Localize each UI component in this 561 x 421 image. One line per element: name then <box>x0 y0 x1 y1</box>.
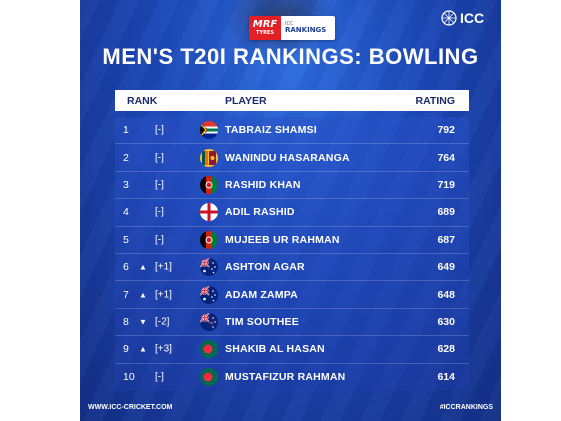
bangladesh-flag-icon <box>200 340 218 359</box>
player-name[interactable]: WANINDU HASARANGA <box>225 151 350 164</box>
rating-cell: 628 <box>437 343 455 356</box>
australia-flag-icon <box>200 285 218 304</box>
table-row: 4 [-] ADIL RASHID 689 <box>115 199 469 227</box>
player-name[interactable]: MUSTAFIZUR RAHMAN <box>225 371 346 384</box>
bangladesh-flag-icon <box>200 368 218 387</box>
movement-cell: [-] <box>155 179 164 191</box>
rank-header: RANK <box>127 94 158 107</box>
up-arrow-icon: ▲ <box>139 290 147 300</box>
player-name[interactable]: SHAKIB AL HASAN <box>225 343 325 356</box>
rank-cell: 9 <box>123 343 129 356</box>
icc-logo-text: ICC <box>460 10 485 26</box>
rank-cell: 7 <box>123 288 129 301</box>
movement-cell: [+3] <box>155 343 172 355</box>
movement-cell: [-2] <box>155 316 170 328</box>
rating-cell: 689 <box>437 206 455 219</box>
mrf-tyres-text: TYRES <box>256 30 274 36</box>
rating-cell: 614 <box>437 371 455 384</box>
table-header: RANK PLAYER RATING <box>115 90 469 111</box>
table-row: 6 ▲ [+1] ASHTON AGAR 649 <box>115 254 469 282</box>
mrf-text: MRF <box>252 19 278 30</box>
icc-rankings-logo: ICC RANKINGS <box>281 16 335 40</box>
table-row: 5 [-] MUJEEB UR RAHMAN 687 <box>115 227 469 254</box>
up-arrow-icon: ▲ <box>139 262 147 272</box>
rating-cell: 792 <box>437 124 455 137</box>
rating-cell: 648 <box>437 288 455 301</box>
rating-cell: 687 <box>437 233 455 246</box>
player-name[interactable]: ADIL RASHID <box>225 206 295 219</box>
player-header: PLAYER <box>225 94 267 107</box>
hashtag: #ICCRANKINGS <box>439 404 493 411</box>
movement-cell: [-] <box>155 371 164 383</box>
table-row: 8 ▼ [-2] TIM SOUTHEE 630 <box>115 309 469 337</box>
movement-cell: [+1] <box>155 289 172 301</box>
rating-cell: 764 <box>437 151 455 164</box>
rank-cell: 5 <box>123 233 129 246</box>
icc-emblem-icon <box>441 10 457 26</box>
england-flag-icon <box>200 203 218 222</box>
table-row: 7 ▲ [+1] ADAM ZAMPA 648 <box>115 281 469 309</box>
table-row: 2 [-] WANINDU HASARANGA 764 <box>115 144 469 172</box>
rankings-table: RANK PLAYER RATING 1 [-] TABRAIZ SHAMSI 792… <box>115 90 469 391</box>
rank-cell: 10 <box>123 371 135 384</box>
rank-cell: 3 <box>123 178 129 191</box>
new-zealand-flag-icon <box>200 312 218 331</box>
rank-cell: 6 <box>123 261 129 274</box>
table-row: 10 [-] MUSTAFIZUR RAHMAN 614 <box>115 364 469 391</box>
player-name[interactable]: RASHID KHAN <box>225 178 301 191</box>
player-name[interactable]: TABRAIZ SHAMSI <box>225 124 317 137</box>
player-name[interactable]: ADAM ZAMPA <box>225 288 298 301</box>
south-africa-flag-icon <box>200 121 218 140</box>
player-name[interactable]: ASHTON AGAR <box>225 261 305 274</box>
icc-logo: ICC <box>441 10 484 26</box>
movement-cell: [-] <box>155 152 164 164</box>
up-arrow-icon: ▲ <box>139 344 147 354</box>
rankings-poster: MRF TYRES ICC RANKINGS ICC MEN'S T20I RA… <box>80 0 501 421</box>
rating-cell: 649 <box>437 261 455 274</box>
mrf-logo: MRF TYRES <box>249 16 281 40</box>
table-body: 1 [-] TABRAIZ SHAMSI 792 2 [-] WANINDU HASARAN… <box>115 117 469 391</box>
sponsor-badge: MRF TYRES ICC RANKINGS <box>249 16 335 40</box>
player-name[interactable]: MUJEEB UR RAHMAN <box>225 233 340 246</box>
website-link[interactable]: WWW.ICC-CRICKET.COM <box>88 404 173 411</box>
rank-cell: 2 <box>123 151 129 164</box>
rank-cell: 8 <box>123 315 129 328</box>
rating-cell: 630 <box>437 315 455 328</box>
rating-header: RATING <box>415 94 455 107</box>
page-title: MEN'S T20I RANKINGS: BOWLING <box>102 44 479 69</box>
afghanistan-flag-icon <box>200 175 218 194</box>
down-arrow-icon: ▼ <box>139 317 147 327</box>
movement-cell: [+1] <box>155 261 172 273</box>
player-name[interactable]: TIM SOUTHEE <box>225 315 299 328</box>
rating-cell: 719 <box>437 178 455 191</box>
sri-lanka-flag-icon <box>200 148 218 167</box>
table-row: 9 ▲ [+3] SHAKIB AL HASAN 628 <box>115 336 469 364</box>
rankings-text: RANKINGS <box>285 26 327 34</box>
table-row: 3 [-] RASHID KHAN 719 <box>115 172 469 200</box>
rank-cell: 4 <box>123 206 129 219</box>
rank-cell: 1 <box>123 124 129 137</box>
movement-cell: [-] <box>155 206 164 218</box>
icc-small-text: ICC <box>285 21 294 27</box>
movement-cell: [-] <box>155 234 164 246</box>
table-row: 1 [-] TABRAIZ SHAMSI 792 <box>115 117 469 145</box>
afghanistan-flag-icon <box>200 230 218 249</box>
australia-flag-icon <box>200 258 218 277</box>
movement-cell: [-] <box>155 124 164 136</box>
